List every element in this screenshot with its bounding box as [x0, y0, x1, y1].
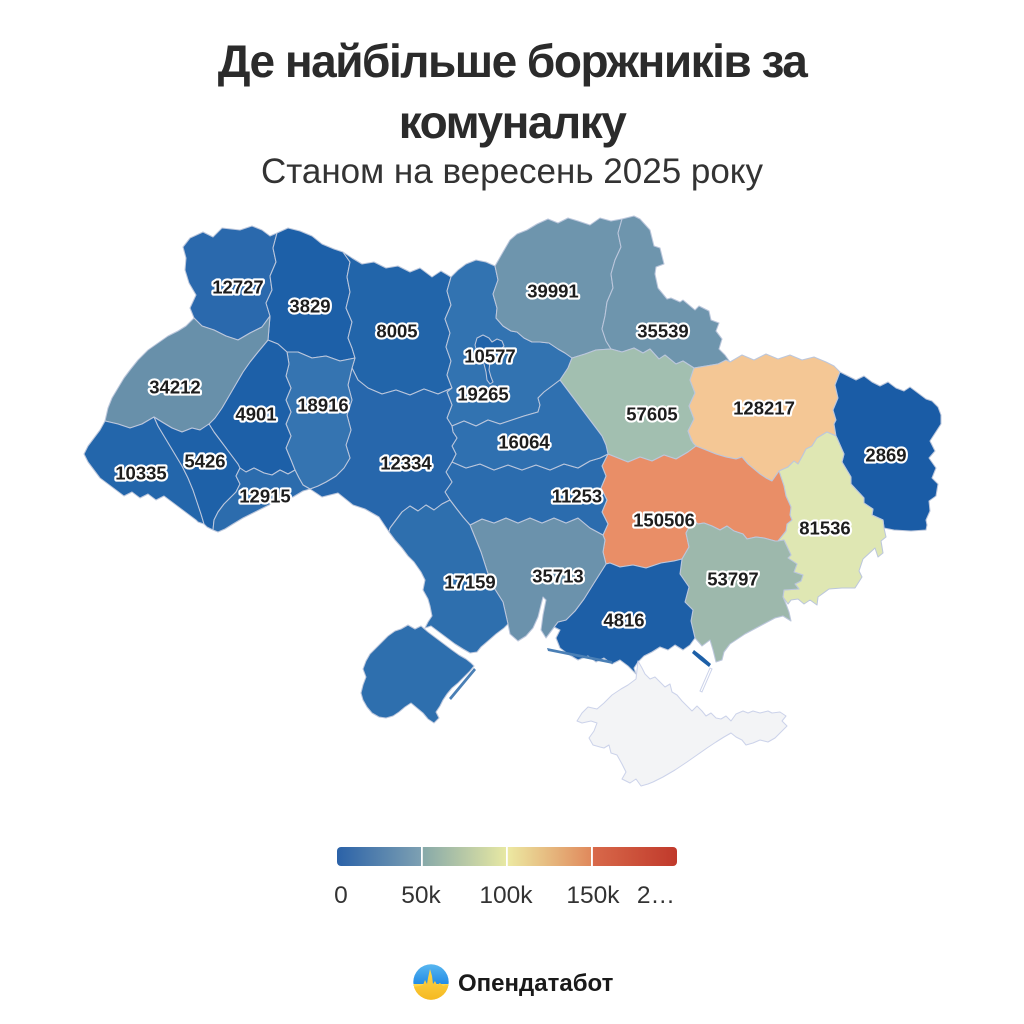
svg-text:8005: 8005	[376, 321, 417, 342]
svg-text:10335: 10335	[115, 463, 166, 484]
svg-text:10577: 10577	[464, 346, 515, 367]
svg-text:3829: 3829	[289, 296, 330, 317]
svg-text:16064: 16064	[498, 432, 550, 453]
svg-text:2869: 2869	[865, 445, 906, 466]
svg-text:12915: 12915	[239, 486, 290, 507]
svg-text:18916: 18916	[297, 395, 348, 416]
svg-text:19265: 19265	[457, 384, 508, 405]
svg-text:57605: 57605	[626, 404, 677, 425]
svg-text:53797: 53797	[707, 569, 758, 590]
svg-text:5426: 5426	[184, 451, 225, 472]
svg-text:150k: 150k	[566, 882, 620, 909]
svg-text:11253: 11253	[552, 486, 602, 507]
svg-text:0: 0	[334, 882, 348, 909]
svg-text:50k: 50k	[401, 882, 441, 909]
svg-text:81536: 81536	[799, 518, 850, 539]
svg-text:Опендатабот: Опендатабот	[458, 970, 614, 997]
svg-text:100k: 100k	[479, 882, 533, 909]
svg-text:4816: 4816	[603, 610, 644, 631]
svg-text:39991: 39991	[527, 281, 578, 302]
svg-text:4901: 4901	[235, 404, 276, 425]
svg-text:34212: 34212	[149, 377, 200, 398]
svg-text:35539: 35539	[637, 321, 688, 342]
svg-text:150506: 150506	[633, 510, 695, 531]
svg-text:12727: 12727	[212, 277, 263, 298]
svg-text:17159: 17159	[444, 572, 495, 593]
svg-text:128217: 128217	[733, 398, 795, 419]
svg-text:2…: 2…	[637, 882, 675, 909]
svg-text:35713: 35713	[532, 566, 583, 587]
svg-text:12334: 12334	[380, 453, 432, 474]
